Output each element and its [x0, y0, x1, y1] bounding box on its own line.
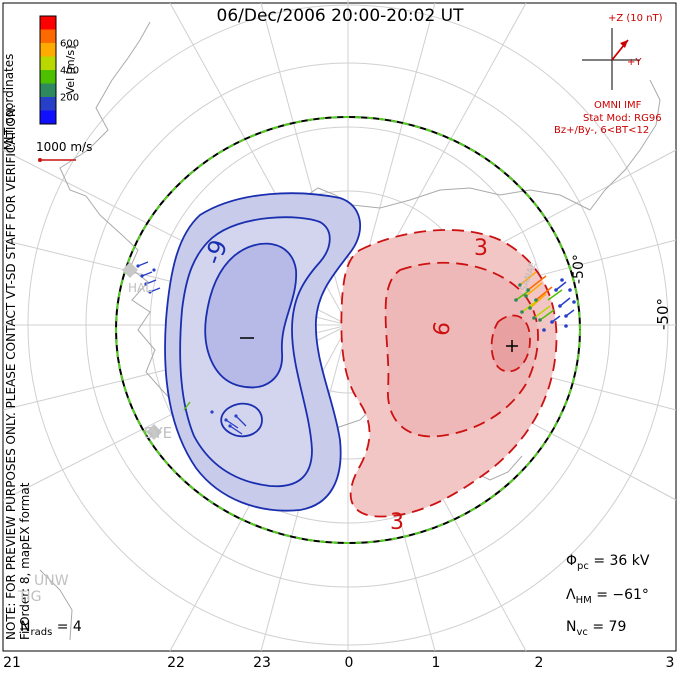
- preview-note: NOTE: FOR PREVIEW PURPOSES ONLY. PLEASE …: [4, 104, 18, 640]
- stat-lambda-hm: ΛHM = −61°: [566, 587, 649, 606]
- imf-by-label: +Y: [627, 57, 642, 68]
- imf-bz-label: +Z (10 nT): [608, 13, 663, 24]
- negative-contour-inner: [204, 242, 297, 389]
- latitude-label-inner: -50°: [571, 254, 587, 284]
- station-label-tig: TIG: [18, 589, 42, 605]
- vel-scale-swatch: [40, 110, 56, 125]
- positive-contour-mid: [384, 261, 539, 438]
- station-markers: [122, 262, 162, 440]
- contour-label-3-top: 3: [474, 236, 488, 261]
- fit-order-note: FitOrder: 8, mapEX format: [18, 482, 32, 640]
- negative-contour-small: [220, 402, 263, 438]
- vel-scale-swatch: [40, 56, 56, 71]
- station-label-hal: HAL: [128, 281, 152, 295]
- vel-scale-tick-200: 200: [60, 92, 80, 104]
- heppner-maynard-boundary: [115, 116, 581, 544]
- x-tick-21: 21: [3, 655, 21, 671]
- vel-scale-swatch: [40, 16, 56, 30]
- station-label-unw: UNW: [34, 573, 69, 589]
- stat-phi-pc: Φpc = 36 kV: [566, 553, 650, 572]
- vel-scale-swatch: [40, 29, 56, 44]
- reference-vector-origin: [38, 158, 42, 162]
- velocity-color-scale: [39, 15, 57, 125]
- map-title: 06/Dec/2006 20:00-20:02 UT: [216, 6, 464, 26]
- imf-source: OMNI IMF: [594, 100, 642, 111]
- velocity-vectors-dusk: [132, 261, 247, 435]
- stat-nvc: Nvc = 79: [566, 619, 627, 638]
- imf-stat-mod: Stat Mod: RG96: [583, 113, 662, 124]
- x-tick-22: 22: [167, 655, 185, 671]
- x-tick-2: 2: [534, 655, 544, 671]
- vel-scale-unit: Vel [m/s]: [64, 45, 77, 95]
- preview-notes: NOTE: FOR PREVIEW PURPOSES ONLY. PLEASE …: [4, 104, 32, 640]
- x-tick-23: 23: [253, 655, 271, 671]
- vel-scale-swatch: [40, 43, 56, 57]
- plot-frame: [2, 2, 677, 652]
- imf-clock: [582, 28, 640, 90]
- x-tick-3: 3: [665, 655, 675, 671]
- negative-potential-cell: [164, 192, 361, 512]
- imf-condition: Bz+/By-, 6<BT<12: [554, 125, 650, 136]
- reference-vector-label: 1000 m/s: [36, 140, 93, 154]
- vel-scale-swatch: [40, 83, 56, 98]
- vel-scale-tick-600: 600: [60, 38, 80, 50]
- positive-potential-cell: [340, 229, 558, 518]
- latitude-label-outer: -50°: [654, 298, 672, 330]
- velocity-vectors-dawn: [514, 271, 576, 332]
- station-label-sye: SYE: [144, 424, 173, 442]
- vel-scale-swatch: [40, 70, 56, 84]
- positive-contour-inner: [490, 314, 531, 373]
- vel-scale-border: [39, 15, 57, 125]
- x-tick-0: 0: [344, 655, 354, 671]
- contour-label-3-bottom: 3: [390, 510, 404, 535]
- vel-scale-tick-400: 400: [60, 65, 80, 77]
- potential-maximum-marker: [506, 340, 518, 352]
- x-tick-1: 1: [431, 655, 441, 671]
- vel-scale-swatch: [40, 97, 56, 111]
- stat-nrads: Nrads = 4: [20, 619, 82, 638]
